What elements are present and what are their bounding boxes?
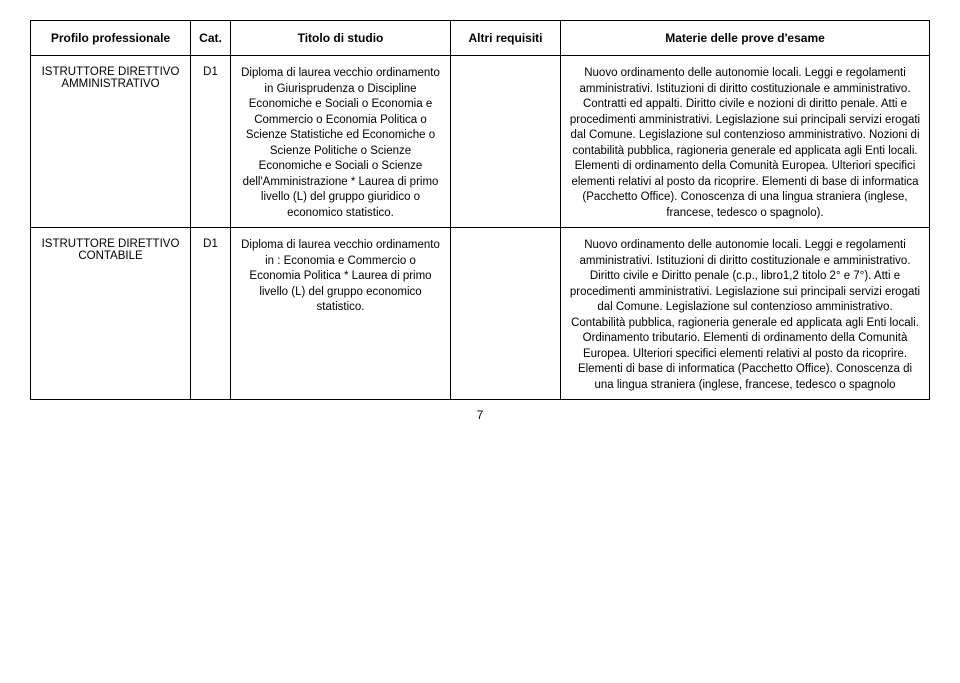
titolo-cell: Diploma di laurea vecchio ordinamento in…: [231, 56, 451, 228]
profile-cell: ISTRUTTORE DIRETTIVO AMMINISTRATIVO: [31, 56, 191, 228]
table-row: ISTRUTTORE DIRETTIVO AMMINISTRATIVO D1 D…: [31, 56, 930, 228]
cat-cell: D1: [191, 56, 231, 228]
materie-cell: Nuovo ordinamento delle autonomie locali…: [561, 228, 930, 400]
requirements-table: Profilo professionale Cat. Titolo di stu…: [30, 20, 930, 400]
titolo-cell: Diploma di laurea vecchio ordinamento in…: [231, 228, 451, 400]
altri-cell: [451, 56, 561, 228]
header-materie: Materie delle prove d'esame: [561, 21, 930, 56]
materie-cell: Nuovo ordinamento delle autonomie locali…: [561, 56, 930, 228]
header-altri: Altri requisiti: [451, 21, 561, 56]
profile-cell: ISTRUTTORE DIRETTIVO CONTABILE: [31, 228, 191, 400]
header-titolo: Titolo di studio: [231, 21, 451, 56]
header-profile: Profilo professionale: [31, 21, 191, 56]
page-number: 7: [30, 408, 930, 422]
cat-cell: D1: [191, 228, 231, 400]
table-header-row: Profilo professionale Cat. Titolo di stu…: [31, 21, 930, 56]
table-row: ISTRUTTORE DIRETTIVO CONTABILE D1 Diplom…: [31, 228, 930, 400]
header-cat: Cat.: [191, 21, 231, 56]
altri-cell: [451, 228, 561, 400]
